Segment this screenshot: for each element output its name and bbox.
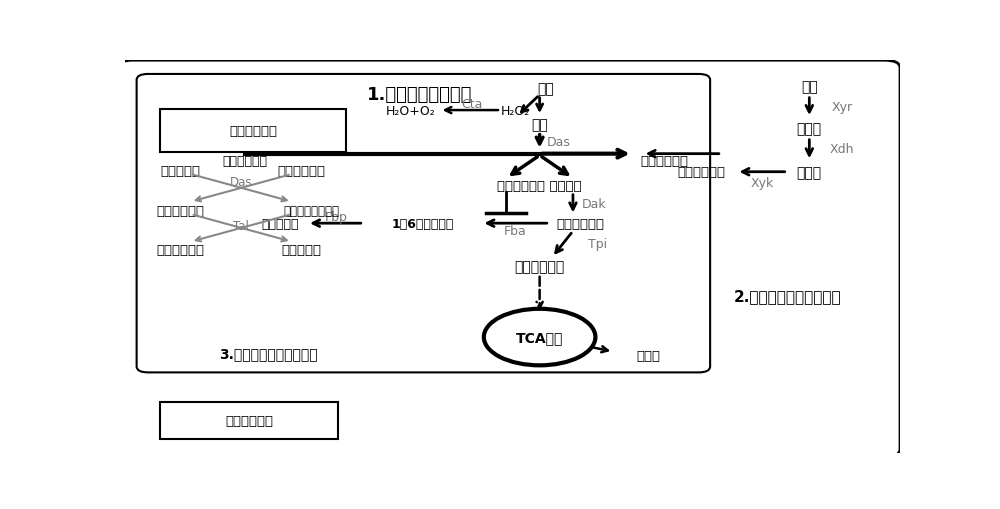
Text: 核糖五磷酸: 核糖五磷酸: [161, 164, 201, 177]
Text: 赤藓糖四磷酸: 赤藓糖四磷酸: [157, 243, 205, 257]
Text: 木酮糖五磷酸: 木酮糖五磷酸: [678, 166, 726, 179]
FancyBboxPatch shape: [160, 110, 346, 153]
Text: 木糖醇: 木糖醇: [797, 122, 822, 135]
Text: H₂O+O₂: H₂O+O₂: [385, 104, 435, 118]
Text: H₂O₂: H₂O₂: [501, 104, 530, 118]
Text: Xyr: Xyr: [831, 100, 852, 114]
Text: 甲醇: 甲醇: [537, 82, 554, 96]
Text: Das: Das: [547, 136, 571, 149]
Text: 甘油醛三磷酸 二羟丙酮: 甘油醛三磷酸 二羟丙酮: [497, 179, 582, 192]
FancyBboxPatch shape: [160, 402, 338, 439]
Text: 果糖六磷酸: 果糖六磷酸: [282, 243, 322, 257]
FancyBboxPatch shape: [117, 61, 900, 457]
Text: 木酮糖五磷酸: 木酮糖五磷酸: [278, 164, 326, 177]
Text: 磷酸二羟丙酮: 磷酸二羟丙酮: [557, 217, 605, 230]
Text: 过氧化物酶体: 过氧化物酶体: [229, 124, 277, 137]
Text: Tpi: Tpi: [588, 238, 607, 251]
Text: 木酮糖五磷酸: 木酮糖五磷酸: [223, 155, 268, 167]
Text: 果糖六磷酸: 果糖六磷酸: [262, 217, 299, 230]
Text: 甘油醛三磷酸: 甘油醛三磷酸: [514, 260, 565, 273]
Text: 2.构建甲醇代谢前体供给: 2.构建甲醇代谢前体供给: [734, 289, 841, 304]
Text: Fbp: Fbp: [324, 210, 347, 223]
Text: Fba: Fba: [504, 224, 527, 237]
Text: 柠檬酸: 柠檬酸: [636, 349, 660, 362]
Text: 木酮糖五磷酸: 木酮糖五磷酸: [640, 155, 688, 167]
Text: 解脂耶氏酵母: 解脂耶氏酵母: [225, 414, 273, 428]
Text: Xdh: Xdh: [830, 143, 854, 156]
Text: TCA循环: TCA循环: [516, 330, 563, 345]
Text: 甘油醛三磷酸: 甘油醛三磷酸: [157, 204, 205, 217]
Text: 甲醛: 甲醛: [531, 118, 548, 131]
Text: 景天庚酮糖七磷酸: 景天庚酮糖七磷酸: [283, 204, 339, 217]
FancyBboxPatch shape: [137, 75, 710, 373]
Text: 木糖: 木糖: [801, 79, 818, 94]
Text: Xyk: Xyk: [750, 177, 774, 190]
Text: 1，6二磷酸果糖: 1，6二磷酸果糖: [392, 217, 454, 230]
Text: 1.构建甲醇代谢途径: 1.构建甲醇代谢途径: [367, 86, 472, 103]
Text: 3.强化甲醇代谢前体再生: 3.强化甲醇代谢前体再生: [219, 346, 318, 360]
Text: Das: Das: [230, 176, 252, 189]
Text: 木酮糖: 木酮糖: [797, 165, 822, 179]
Text: Tal: Tal: [233, 219, 249, 232]
Text: Cta: Cta: [462, 98, 483, 110]
Text: Dak: Dak: [582, 197, 606, 211]
